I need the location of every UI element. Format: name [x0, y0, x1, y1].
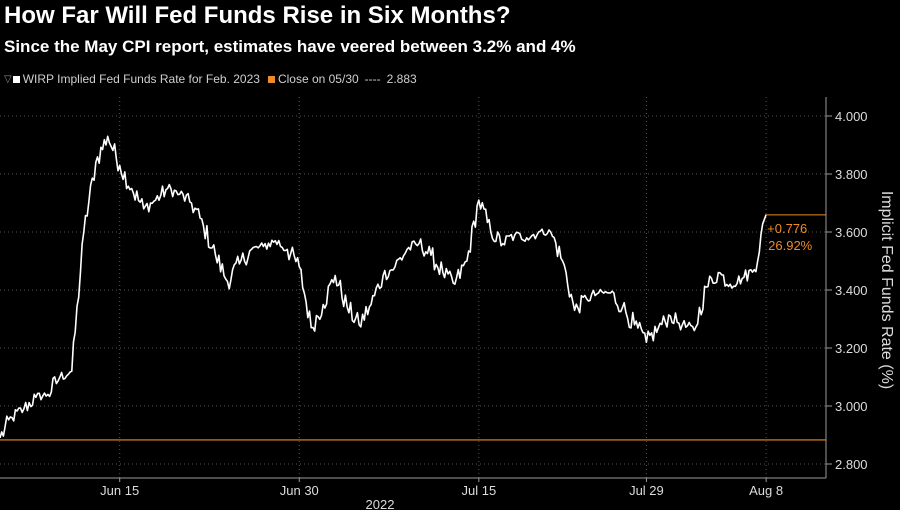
legend-label-close: Close on 05/30	[277, 72, 359, 86]
series-line-wirp	[0, 135, 767, 439]
y-tick-label-0: 4.000	[835, 109, 868, 124]
y-tick-label-1: 3.800	[835, 167, 868, 182]
legend-label-series: WIRP Implied Fed Funds Rate for Feb. 202…	[22, 72, 260, 86]
grid-lines	[0, 97, 826, 478]
y-tick-label-4: 3.200	[835, 341, 868, 356]
annotation-change: +0.776	[767, 221, 807, 236]
x-tick-label-0: Jun 15	[100, 483, 139, 498]
axes	[0, 97, 832, 482]
legend-swatch-close	[267, 75, 275, 83]
x-year-label: 2022	[366, 497, 395, 510]
legend-dashes: ----	[364, 72, 381, 86]
legend-swatch-series	[12, 75, 20, 83]
chart-title: How Far Will Fed Funds Rise in Six Month…	[4, 2, 511, 29]
chart-subtitle: Since the May CPI report, estimates have…	[4, 37, 576, 56]
y-tick-label-2: 3.600	[835, 225, 868, 240]
filter-icon[interactable]: ▽	[4, 73, 12, 85]
y-tick-label-5: 3.000	[835, 399, 868, 414]
y-axis-label: Implicit Fed Funds Rate (%)	[878, 191, 895, 389]
x-tick-label-1: Jun 30	[280, 483, 319, 498]
legend-close-value: 2.883	[386, 72, 417, 86]
x-tick-label-3: Jul 29	[629, 483, 664, 498]
series-layer	[0, 135, 826, 441]
x-tick-label-4: Aug 8	[749, 483, 783, 498]
y-tick-label-3: 3.400	[835, 283, 868, 298]
y-tick-label-6: 2.800	[835, 457, 868, 472]
annotation-change-pct: 26.92%	[768, 238, 813, 253]
chart-legend: ▽ WIRP Implied Fed Funds Rate for Feb. 2…	[4, 72, 417, 86]
labels: 4.000 3.800 3.600 3.400 3.200 3.000 2.800 Jun 1…	[100, 109, 895, 510]
x-tick-label-2: Jul 15	[461, 483, 496, 498]
